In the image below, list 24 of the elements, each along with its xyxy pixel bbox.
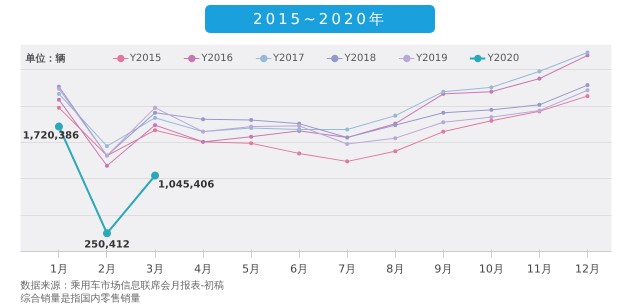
- x-tick-label: 5月: [242, 262, 260, 276]
- x-tick-label: 3月: [146, 262, 164, 276]
- text: 综合销量是指国内零售销量: [20, 292, 140, 304]
- legend-label: Y2019: [416, 52, 448, 64]
- x-tick-label: 8月: [386, 262, 404, 276]
- x-tick-label: 2月: [98, 262, 116, 276]
- x-tick-label: 9月: [434, 262, 452, 276]
- x-tick-label: 12月: [574, 262, 600, 276]
- legend-label: Y2017: [272, 52, 304, 64]
- annotation: 单位：辆: [24, 52, 66, 64]
- x-tick-label: 7月: [338, 262, 356, 276]
- x-tick-label: 4月: [194, 262, 212, 276]
- data-label: 250,412: [84, 239, 130, 250]
- x-tick-label: 6月: [290, 262, 308, 276]
- legend-label: Y2020: [488, 52, 520, 64]
- x-tick-label: 10月: [478, 262, 504, 276]
- x-tick-label: 1月: [50, 262, 68, 276]
- x-tick-label: 11月: [526, 262, 552, 276]
- legend-label: Y2015: [130, 52, 162, 64]
- data-label: 1,045,406: [158, 180, 214, 191]
- legend-label: Y2016: [201, 52, 233, 64]
- legend-label: Y2018: [344, 52, 376, 64]
- chart-title: 2015~2020年: [253, 9, 387, 30]
- source-note: 数据来源：乘用车市场信息联席会月报表-初稿: [20, 280, 224, 292]
